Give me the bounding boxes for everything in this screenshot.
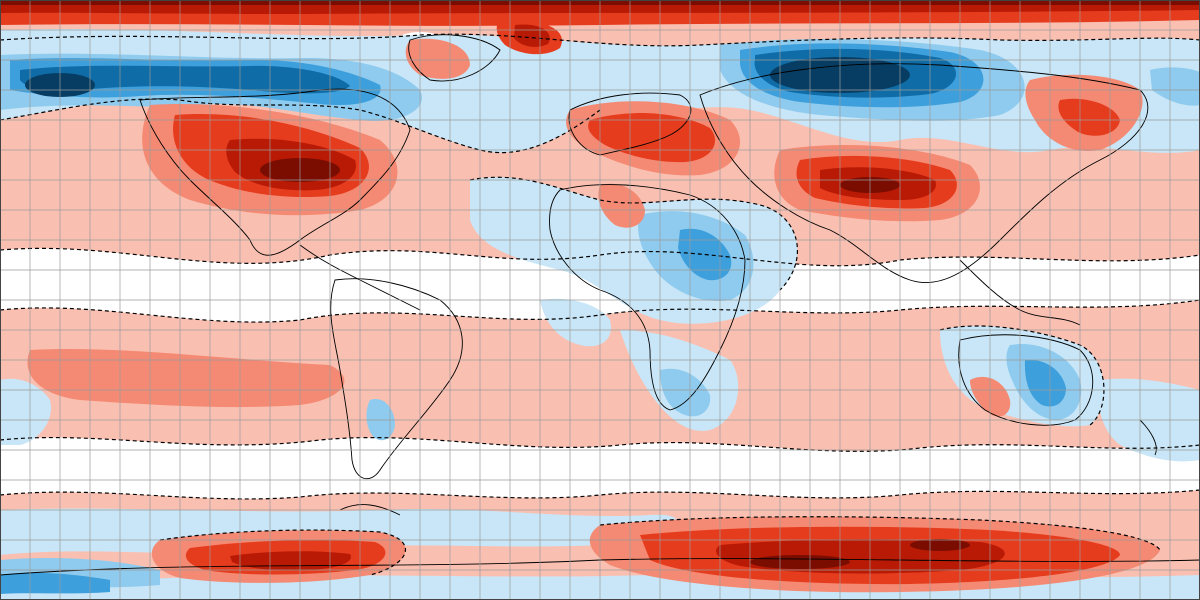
zero-contour-lines: [0, 34, 1200, 575]
